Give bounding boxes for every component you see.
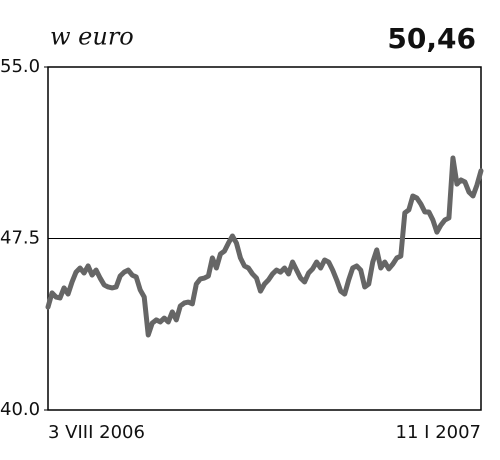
y-tick-label: 40.0 (0, 399, 40, 420)
y-tick-label: 47.5 (0, 228, 40, 249)
headline-value: 50,46 (387, 22, 476, 55)
y-tick-label: 55.0 (0, 56, 40, 77)
x-tick-label: 3 VIII 2006 (48, 422, 145, 443)
x-tick-label: 11 I 2007 (396, 422, 481, 443)
price-line (45, 155, 484, 338)
chart-title: w euro (50, 23, 134, 51)
